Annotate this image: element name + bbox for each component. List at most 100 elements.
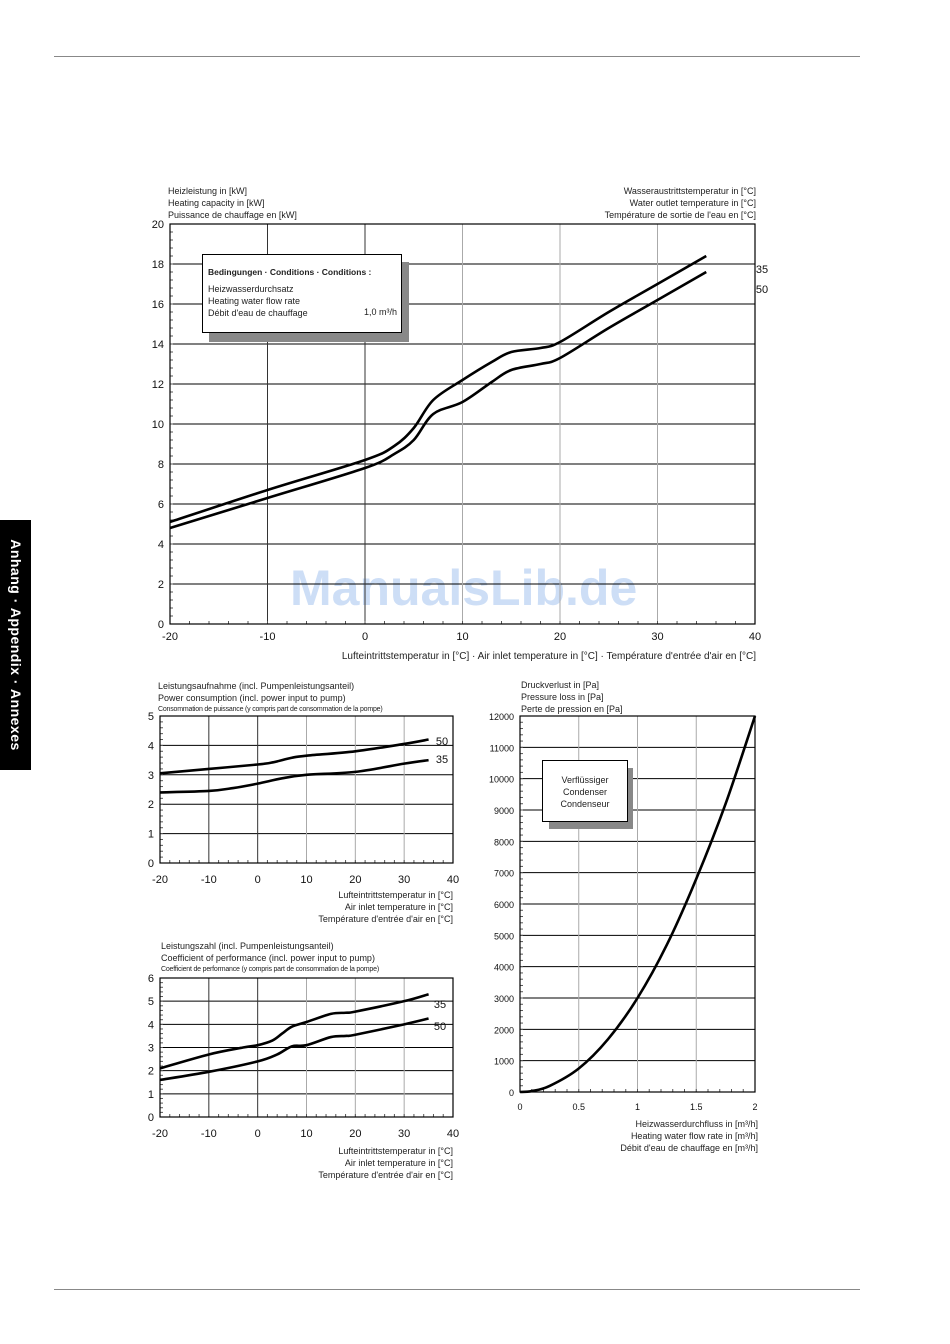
cop-xtick-label: 40 — [447, 1128, 459, 1140]
pressure_loss-ytick-label: 4000 — [494, 963, 514, 973]
pressure-title: Druckverlust in [Pa] Pressure loss in [Pa… — [521, 680, 623, 714]
heating_capacity-series-label: 50 — [756, 284, 768, 296]
cop-series-line-50 — [159, 1017, 429, 1082]
power_consumption-ytick-label: 3 — [148, 770, 154, 782]
pressure_loss-ytick-label: 6000 — [494, 900, 514, 910]
pressure_loss-ytick-label: 7000 — [494, 869, 514, 879]
power_consumption-ytick-label: 5 — [148, 711, 154, 723]
power_consumption-xtick-label: -10 — [201, 874, 217, 886]
cop-ytick-label: 4 — [148, 1019, 154, 1031]
heating_capacity-xtick-label: 10 — [456, 631, 468, 643]
pressure_loss-xtick-label: 1 — [635, 1102, 640, 1112]
power_consumption-series-label: 50 — [436, 736, 448, 748]
power-title: Leistungsaufnahme (incl. Pumpenleistungs… — [158, 681, 383, 713]
conditions-value: 1,0 m³/h — [363, 307, 397, 317]
heating_capacity-xtick-label: -20 — [162, 631, 178, 643]
heating_capacity-ytick-label: 2 — [158, 579, 164, 591]
side-tab: Anhang · Appendix · Annexes — [0, 520, 31, 770]
cop-ytick-label: 3 — [148, 1043, 154, 1055]
pressure-xlabel: Heizwasserdurchfluss in [m³/h] Heating wa… — [620, 1119, 758, 1153]
heating_capacity-ytick-label: 10 — [152, 419, 164, 431]
heating_capacity-ytick-label: 18 — [152, 259, 164, 271]
pressure_loss-ytick-label: 9000 — [494, 806, 514, 816]
heating_capacity-plot-frame — [169, 223, 756, 625]
bottom-rule — [54, 1289, 860, 1290]
pressure_loss-ytick-label: 0 — [509, 1088, 514, 1098]
main-ylabel: Heizleistung in [kW] Heating capacity in … — [168, 186, 297, 220]
power_consumption-xtick-label: 20 — [349, 874, 361, 886]
power_consumption-xtick-label: 40 — [447, 874, 459, 886]
power_consumption-plot-frame — [159, 715, 454, 864]
conditions-lines: Heizwasserdurchsatz Heating water flow ra… — [208, 284, 308, 318]
pressure_loss-ytick-label: 5000 — [494, 931, 514, 941]
cop-series-label: 35 — [434, 999, 446, 1011]
cop-xtick-label: 20 — [349, 1128, 361, 1140]
cop-xtick-label: -20 — [152, 1128, 168, 1140]
cop-ytick-label: 1 — [148, 1089, 154, 1101]
watermark: ManualsLib.de — [290, 560, 638, 616]
conditions-box: Bedingungen · Conditions · Conditions : … — [202, 254, 402, 333]
top-rule — [54, 56, 860, 57]
heating_capacity-series-label: 35 — [756, 264, 768, 276]
power_consumption-series-line-50 — [159, 738, 429, 775]
heating_capacity-xtick-label: 20 — [554, 631, 566, 643]
heating_capacity-xtick-label: 40 — [749, 631, 761, 643]
power_consumption-series-label: 35 — [436, 754, 448, 766]
condenser-box: Verflüssiger Condenser Condenseur — [542, 760, 628, 822]
power_consumption-ytick-label: 4 — [148, 740, 154, 752]
heating_capacity-ytick-label: 8 — [158, 459, 164, 471]
cop-xtick-label: 10 — [300, 1128, 312, 1140]
pressure_loss-xtick-label: 0 — [517, 1102, 522, 1112]
power_consumption-xtick-label: 10 — [300, 874, 312, 886]
heating_capacity-ytick-label: 14 — [152, 339, 164, 351]
pressure_loss-xtick-label: 1.5 — [690, 1102, 703, 1112]
pressure_loss-xtick-label: 2 — [752, 1102, 757, 1112]
heating_capacity-ytick-label: 16 — [152, 299, 164, 311]
cop-xlabel: Lufteintrittstemperatur in [°C] Air inlet… — [318, 1146, 453, 1180]
power_consumption-xtick-label: 0 — [255, 874, 261, 886]
power_consumption-ytick-label: 1 — [148, 829, 154, 841]
power_consumption-ytick-label: 2 — [148, 799, 154, 811]
pressure_loss-series-line-0 — [519, 715, 757, 1094]
heating_capacity-series-line-50 — [169, 270, 707, 530]
pressure_loss-ytick-label: 3000 — [494, 994, 514, 1004]
conditions-title: Bedingungen · Conditions · Conditions : — [208, 267, 372, 277]
cop-title: Leistungszahl (incl. Pumpenleistungsante… — [161, 941, 379, 973]
cop-series-label: 50 — [434, 1021, 446, 1033]
heating_capacity-ytick-label: 12 — [152, 379, 164, 391]
power_consumption-series-line-35 — [159, 758, 429, 794]
heating_capacity-ytick-label: 20 — [152, 219, 164, 231]
pressure_loss-ytick-label: 8000 — [494, 837, 514, 847]
heating_capacity-xtick-label: 0 — [362, 631, 368, 643]
main-legend-title: Wasseraustrittstemperatur in [°C] Water o… — [604, 186, 756, 220]
cop-plot-frame — [159, 977, 454, 1118]
heating_capacity-ytick-label: 0 — [158, 619, 164, 631]
power-xlabel: Lufteintrittstemperatur in [°C] Air inlet… — [318, 890, 453, 924]
cop-xtick-label: 30 — [398, 1128, 410, 1140]
power_consumption-xtick-label: -20 — [152, 874, 168, 886]
pressure_loss-ytick-label: 10000 — [489, 775, 514, 785]
pressure_loss-ytick-label: 12000 — [489, 712, 514, 722]
main-xlabel: Lufteintrittstemperatur in [°C] · Air in… — [341, 651, 756, 662]
pressure_loss-ytick-label: 1000 — [494, 1057, 514, 1067]
heating_capacity-series-line-35 — [169, 254, 707, 524]
cop-ytick-label: 2 — [148, 1066, 154, 1078]
power_consumption-xtick-label: 30 — [398, 874, 410, 886]
cop-ytick-label: 0 — [148, 1112, 154, 1124]
pressure_loss-ytick-label: 11000 — [490, 743, 514, 753]
power_consumption-ytick-label: 0 — [148, 858, 154, 870]
cop-series-line-35 — [159, 992, 429, 1070]
heating_capacity-xtick-label: -10 — [260, 631, 276, 643]
pressure_loss-xtick-label: 0.5 — [572, 1102, 585, 1112]
cop-ytick-label: 6 — [148, 973, 154, 985]
cop-xtick-label: -10 — [201, 1128, 217, 1140]
heating_capacity-ytick-label: 4 — [158, 539, 164, 551]
pressure_loss-plot-frame — [519, 715, 756, 1093]
heating_capacity-ytick-label: 6 — [158, 499, 164, 511]
pressure_loss-ytick-label: 2000 — [494, 1025, 514, 1035]
cop-xtick-label: 0 — [255, 1128, 261, 1140]
cop-ytick-label: 5 — [148, 996, 154, 1008]
heating_capacity-xtick-label: 30 — [651, 631, 663, 643]
